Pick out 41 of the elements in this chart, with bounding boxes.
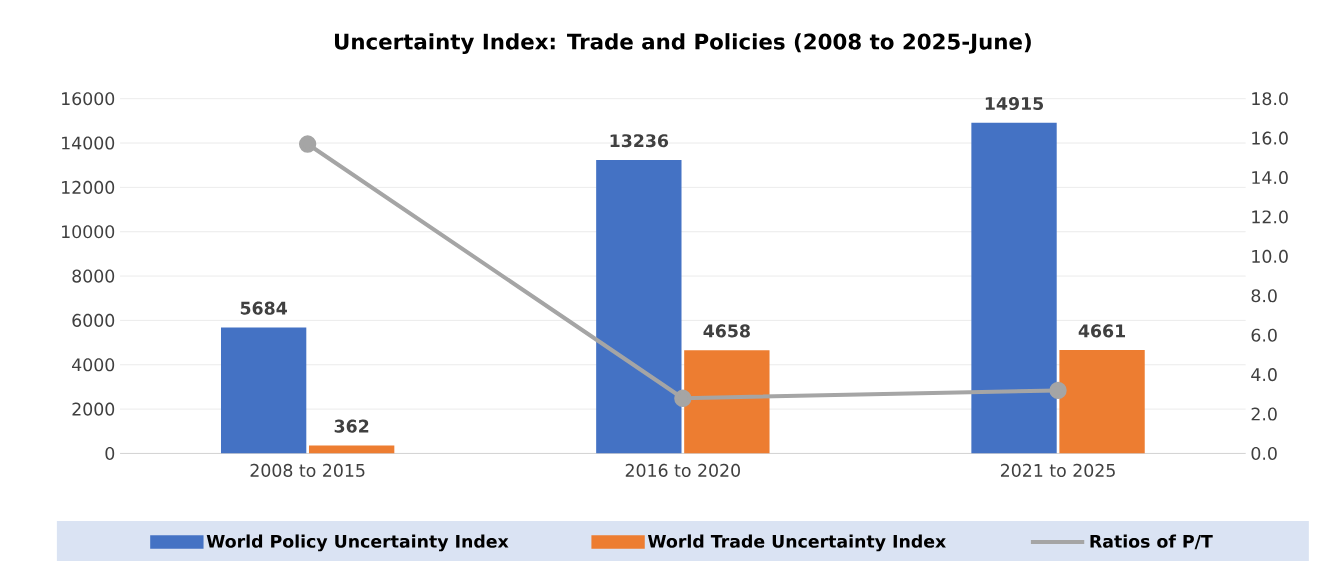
y-tick-label: 8000 [72, 269, 115, 283]
y-tick-label: 4000 [72, 357, 115, 372]
y2-tick-label: 0.0 [1251, 446, 1277, 460]
data-label: 5684 [240, 301, 287, 315]
bar [596, 159, 682, 454]
data-label: 362 [334, 419, 369, 433]
data-label: 13236 [610, 133, 669, 148]
y-tick-label: 10000 [62, 224, 115, 239]
data-label: 4661 [1078, 324, 1126, 338]
bar [220, 327, 307, 454]
bar [684, 349, 770, 454]
y2-tick-label: 6.0 [1251, 328, 1277, 342]
y2-tick-label: 4.0 [1251, 367, 1277, 381]
legend-label: World Trade Uncertainty Index [647, 534, 946, 552]
data-label: 4658 [703, 324, 750, 338]
point [1049, 381, 1067, 399]
bar [308, 445, 395, 454]
y-tick-label: 6000 [72, 313, 115, 327]
y-tick-label: 12000 [62, 180, 115, 194]
y2-tick-label: 10.0 [1252, 249, 1288, 263]
point [298, 135, 317, 153]
bar [971, 122, 1057, 454]
y-tick-label: 2000 [72, 402, 115, 416]
y-tick-label: 14000 [62, 136, 115, 150]
data-label: 14915 [985, 96, 1043, 110]
y2-tick-label: 18.0 [1252, 91, 1288, 106]
y-tick-label: 16000 [62, 91, 115, 106]
legend-label: World Policy Uncertainty Index [206, 534, 509, 552]
legend-label: Ratios of P/T [1090, 534, 1213, 549]
y2-tick-label: 2.0 [1251, 407, 1277, 421]
chart-title: Uncertainty Index: Trade and Policies (2008 to 2025-June) [334, 32, 1031, 54]
y2-tick-label: 16.0 [1252, 131, 1288, 145]
bar [1059, 349, 1145, 454]
point [674, 389, 692, 407]
y2-tick-label: 14.0 [1252, 170, 1288, 184]
x-tick-label: 2008 to 2015 [250, 463, 365, 477]
x-tick-label: 2021 to 2025 [1000, 463, 1115, 477]
y2-tick-label: 8.0 [1251, 288, 1277, 303]
y-tick-label: 0 [105, 446, 115, 460]
y2-tick-label: 12.0 [1252, 210, 1288, 224]
x-tick-label: 2016 to 2020 [625, 463, 740, 477]
